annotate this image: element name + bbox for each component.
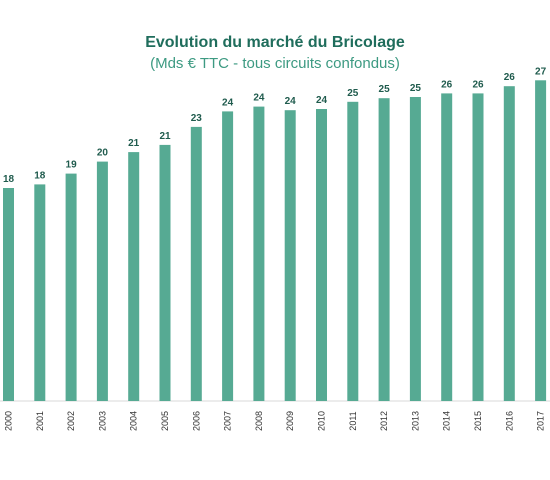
data-label-2015: 26 — [472, 79, 484, 90]
x-tick-label-2012: 2012 — [379, 411, 389, 431]
chart-subtitle: (Mds € TTC - tous circuits confondus) — [150, 55, 400, 72]
data-label-2004: 21 — [128, 138, 140, 149]
x-tick-label-2016: 2016 — [504, 411, 514, 431]
bar-2013 — [409, 97, 421, 401]
bar-2010 — [316, 109, 327, 401]
x-tick-label-2009: 2009 — [285, 411, 295, 431]
x-tick-label-2006: 2006 — [191, 411, 201, 431]
x-tick-label-2013: 2013 — [410, 411, 420, 431]
x-tick-label-2010: 2010 — [317, 411, 327, 431]
x-tick-label-2001: 2001 — [35, 411, 45, 431]
data-label-2012: 25 — [379, 84, 391, 95]
data-label-2011: 25 — [347, 88, 359, 99]
data-label-2006: 23 — [191, 113, 203, 124]
x-tick-labels-group: 2000 2001 2002 2003 2004 2005 2006 2007 2008 2009… — [4, 411, 546, 431]
x-tick-label-2015: 2015 — [473, 411, 483, 431]
data-labels-group: 18 18 19 20 21 21 23 24 24 24 24 25 25 25 26 26 26 27 — [3, 66, 547, 185]
bar-2007 — [222, 111, 234, 402]
x-tick-label-2005: 2005 — [160, 411, 170, 431]
data-label-2003: 20 — [97, 148, 109, 159]
x-tick-label-2004: 2004 — [129, 411, 139, 431]
bar-2005 — [159, 144, 171, 401]
data-label-2013: 25 — [410, 83, 422, 94]
data-label-2002: 19 — [66, 160, 78, 171]
bar-2008 — [253, 106, 265, 401]
data-label-2009: 24 — [285, 96, 297, 107]
data-label-2005: 21 — [159, 131, 171, 142]
bar-2011 — [347, 101, 359, 402]
data-label-2010: 24 — [316, 95, 328, 106]
chart-title: Evolution du marché du Bricolage — [145, 34, 405, 51]
data-label-2016: 26 — [504, 72, 516, 83]
bar-2017 — [535, 80, 547, 402]
bar-2002 — [65, 173, 77, 401]
x-tick-label-2000: 2000 — [4, 411, 14, 431]
x-tick-label-2007: 2007 — [223, 411, 233, 431]
data-label-2000: 18 — [3, 174, 15, 185]
bar-2014 — [441, 93, 453, 402]
bar-2016 — [503, 86, 515, 401]
data-label-2001: 18 — [34, 170, 46, 181]
bar-2003 — [96, 161, 108, 401]
data-label-2017: 27 — [535, 66, 547, 77]
data-label-2014: 26 — [441, 79, 453, 90]
bar-2012 — [378, 98, 390, 401]
bar-2000 — [3, 188, 14, 401]
bars-group — [3, 80, 547, 402]
bar-2006 — [190, 126, 202, 402]
x-tick-label-2003: 2003 — [97, 411, 107, 431]
x-tick-label-2017: 2017 — [536, 411, 546, 431]
bar-2004 — [128, 152, 140, 401]
data-label-2007: 24 — [222, 97, 234, 108]
bar-2001 — [34, 184, 46, 401]
bar-2015 — [472, 93, 484, 402]
bar-2009 — [284, 110, 296, 401]
x-tick-label-2011: 2011 — [348, 411, 358, 430]
x-tick-label-2008: 2008 — [254, 411, 264, 431]
x-tick-label-2002: 2002 — [66, 411, 76, 431]
data-label-2008: 24 — [253, 93, 265, 104]
x-tick-label-2014: 2014 — [442, 411, 452, 431]
